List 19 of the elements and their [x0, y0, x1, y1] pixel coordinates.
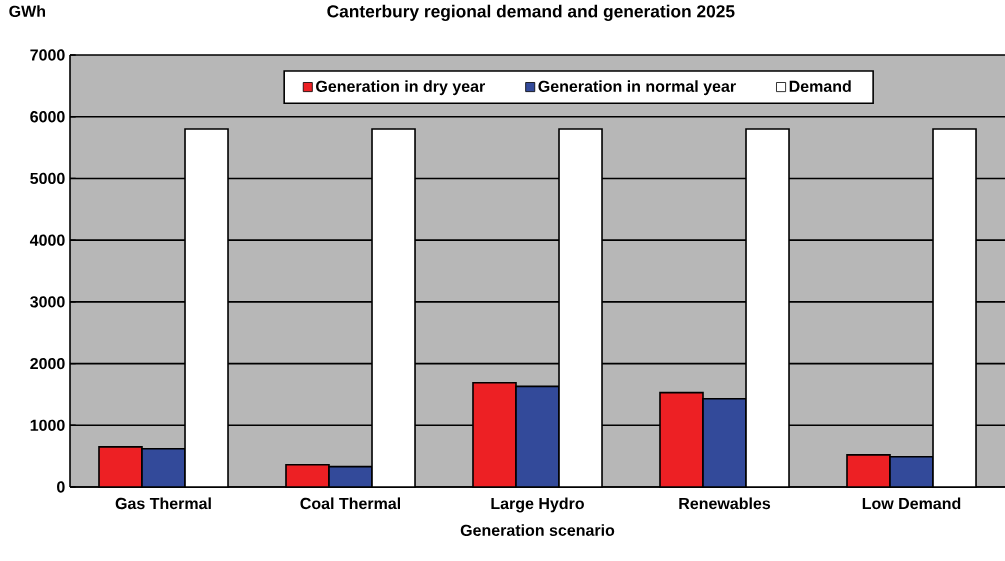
- x-tick-label: Renewables: [679, 497, 771, 510]
- y-tick-label: 1000: [30, 419, 65, 431]
- legend-label: Generation in dry year: [316, 80, 485, 96]
- y-tick-label: 6000: [30, 111, 65, 123]
- x-tick-label: Low Demand: [862, 497, 961, 510]
- x-axis-title: Generation scenario: [460, 524, 615, 536]
- legend-label: Generation in normal year: [538, 80, 736, 96]
- y-tick-label: 0: [57, 481, 65, 493]
- y-axis-title: GWh: [9, 5, 46, 17]
- chart-title: Canterbury regional demand and generation 2025: [327, 4, 735, 21]
- y-tick-label: 7000: [30, 49, 65, 61]
- x-tick-label: Gas Thermal: [115, 497, 211, 510]
- y-tick-label: 2000: [30, 357, 65, 370]
- x-tick-label: Coal Thermal: [300, 497, 401, 510]
- y-tick-label: 4000: [29, 234, 65, 246]
- y-tick-label: 5000: [30, 172, 65, 185]
- x-tick-label: Large Hydro: [491, 497, 584, 513]
- y-tick-label: 3000: [30, 296, 65, 308]
- legend-label: Demand: [789, 80, 851, 92]
